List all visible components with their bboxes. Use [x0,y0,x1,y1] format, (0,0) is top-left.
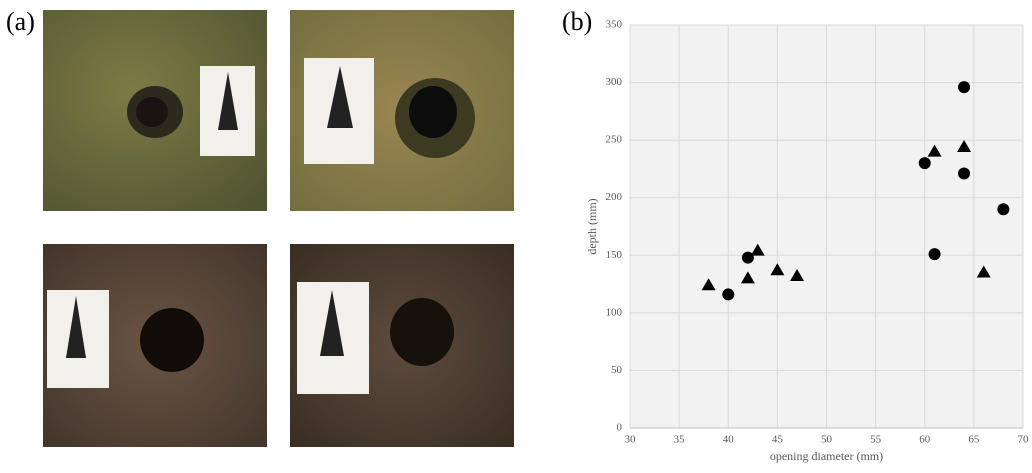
photo [43,10,267,211]
photo [43,244,267,447]
x-tick-label: 55 [870,434,882,446]
photo [290,10,514,211]
scatter-plot: 0 50 100 150 200 250 300 350 30 35 40 45 50 55 60 65 70 o… [585,19,1029,463]
photo [290,244,514,447]
y-tick-label: 100 [606,306,623,318]
y-axis-label: depth (mm) [585,198,599,254]
y-tick-label: 0 [617,422,623,434]
x-tick-label: 30 [625,434,637,446]
y-tick-label: 300 [606,76,623,88]
point [722,288,734,300]
page: (a) (b) 0 50 100 150 200 250 300 350 30 35 40 45 50 5… [0,0,1032,468]
point [997,203,1009,215]
y-tick-label: 50 [611,364,623,376]
x-tick-label: 70 [1018,434,1030,446]
point [958,81,970,93]
x-tick-label: 45 [772,434,784,446]
x-tick-label: 65 [968,434,980,446]
x-tick-label: 35 [674,434,686,446]
x-tick-label: 60 [919,434,931,446]
y-tick-label: 250 [606,134,623,146]
point [929,248,941,260]
x-axis-label: opening diameter (mm) [770,449,883,463]
y-tick-label: 350 [606,19,623,31]
point [919,157,931,169]
point [958,168,970,180]
figure: (a) (b) 0 50 100 150 200 250 300 350 30 35 40 45 50 5… [0,0,1032,468]
y-tick-label: 150 [606,249,623,261]
x-tick-label: 40 [723,434,735,446]
panel-label: (a) [6,7,35,36]
x-tick-label: 50 [821,434,833,446]
y-tick-label: 200 [606,191,623,203]
panel-label: (b) [562,7,592,36]
